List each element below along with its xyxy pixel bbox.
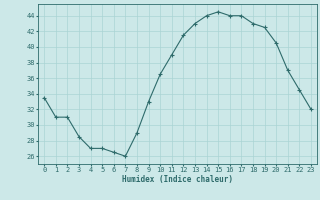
X-axis label: Humidex (Indice chaleur): Humidex (Indice chaleur) (122, 175, 233, 184)
